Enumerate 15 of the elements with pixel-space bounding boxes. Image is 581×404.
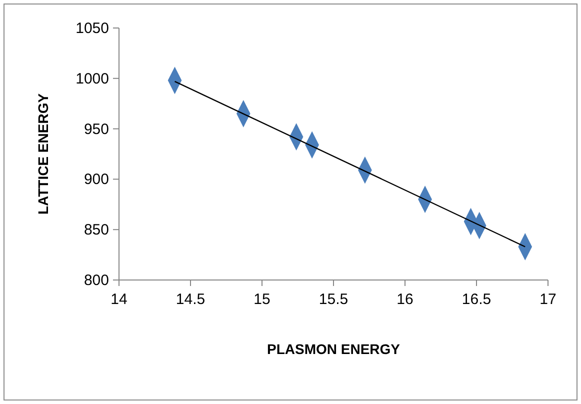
x-tick-label: 16.5 — [462, 291, 492, 308]
x-axis-title: PLASMON ENERGY — [266, 341, 401, 357]
y-tick-label: 850 — [84, 222, 109, 239]
x-tick-label: 15 — [254, 291, 270, 308]
y-tick-label: 900 — [84, 171, 109, 188]
x-tick-label: 14.5 — [176, 291, 206, 308]
y-tick-label: 800 — [84, 272, 109, 289]
y-tick-label: 950 — [84, 120, 109, 138]
y-tick-label: 1050 — [76, 20, 109, 37]
y-tick-label: 1000 — [76, 70, 109, 88]
x-tick-label: 17 — [540, 291, 556, 308]
x-tick-label: 15.5 — [318, 291, 348, 308]
x-tick-label: 16 — [396, 291, 414, 308]
y-axis-title: LATTICE ENERGY — [35, 92, 51, 215]
x-tick-label: 14 — [110, 291, 128, 308]
